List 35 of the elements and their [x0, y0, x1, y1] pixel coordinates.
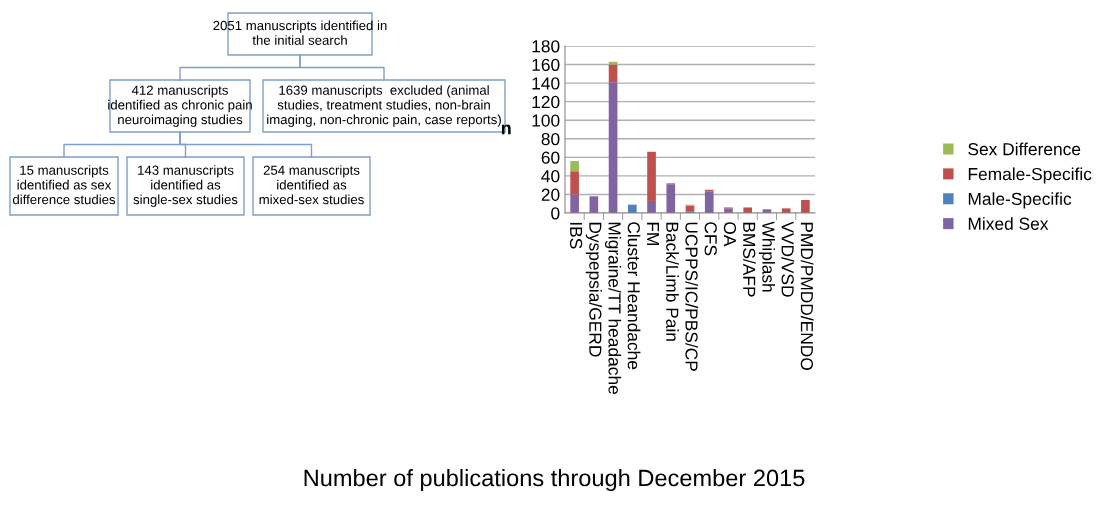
x-tick-label: Cluster Heandache [627, 222, 641, 370]
x-tick-label: Dyspepsia/GERD [585, 222, 602, 357]
y-tick-label: 0 [551, 207, 560, 220]
x-tick-label: Whiplash [758, 221, 776, 292]
x-tick-label: BMS/AFP [743, 222, 756, 297]
x-tick-label: CFS [704, 222, 717, 256]
y-tick-label: 20 [541, 188, 560, 201]
text: 2051 manuscripts identified in the initial search [213, 20, 387, 45]
legend-label: Mixed Sex [968, 217, 1049, 230]
y-tick-label: 80 [541, 132, 560, 146]
x-tick-label: Migraine/TT headache [604, 222, 622, 394]
x-tick-label: IBS [569, 222, 583, 249]
legend-label: Female-Specific [968, 167, 1092, 184]
y-tick-label: 160 [532, 58, 560, 72]
text: Number of publications through December 2015 [304, 468, 805, 491]
text: 412 manuscripts identified as chronic pain neuroimaging studies [108, 85, 252, 127]
y-tick-label: 60 [541, 151, 560, 164]
text: 1639 manuscripts excluded (animal studies, treatment studies, non-brain imaging, non-chronic pain, case reports) [267, 85, 501, 127]
y-tick-label: 40 [541, 170, 560, 183]
x-tick-label: FM [647, 222, 659, 245]
y-axis-title: n [501, 124, 511, 135]
y-tick-label: 140 [532, 77, 560, 90]
x-tick-label: PMD/PMDD/ENDO [800, 222, 814, 371]
legend-label: Sex Difference [968, 142, 1081, 156]
y-tick-label: 180 [532, 40, 560, 53]
x-tick-label: UCPPS/IC/PBS/CP [685, 222, 699, 371]
legend-label: Male-Specific [968, 192, 1072, 209]
y-tick-label: 120 [532, 95, 560, 109]
x-tick-label: Back/Limb Pain [666, 222, 679, 341]
y-tick-label: 100 [532, 114, 560, 127]
text: 143 manuscripts identified as single-sex studies [133, 165, 238, 207]
text: 15 manuscripts identified as sex difference studies [12, 165, 116, 205]
x-tick-label: VVD/VSD [781, 221, 795, 297]
text: 254 manuscripts identified as mixed-sex studies [259, 165, 364, 205]
x-tick-label: OA [723, 222, 737, 247]
